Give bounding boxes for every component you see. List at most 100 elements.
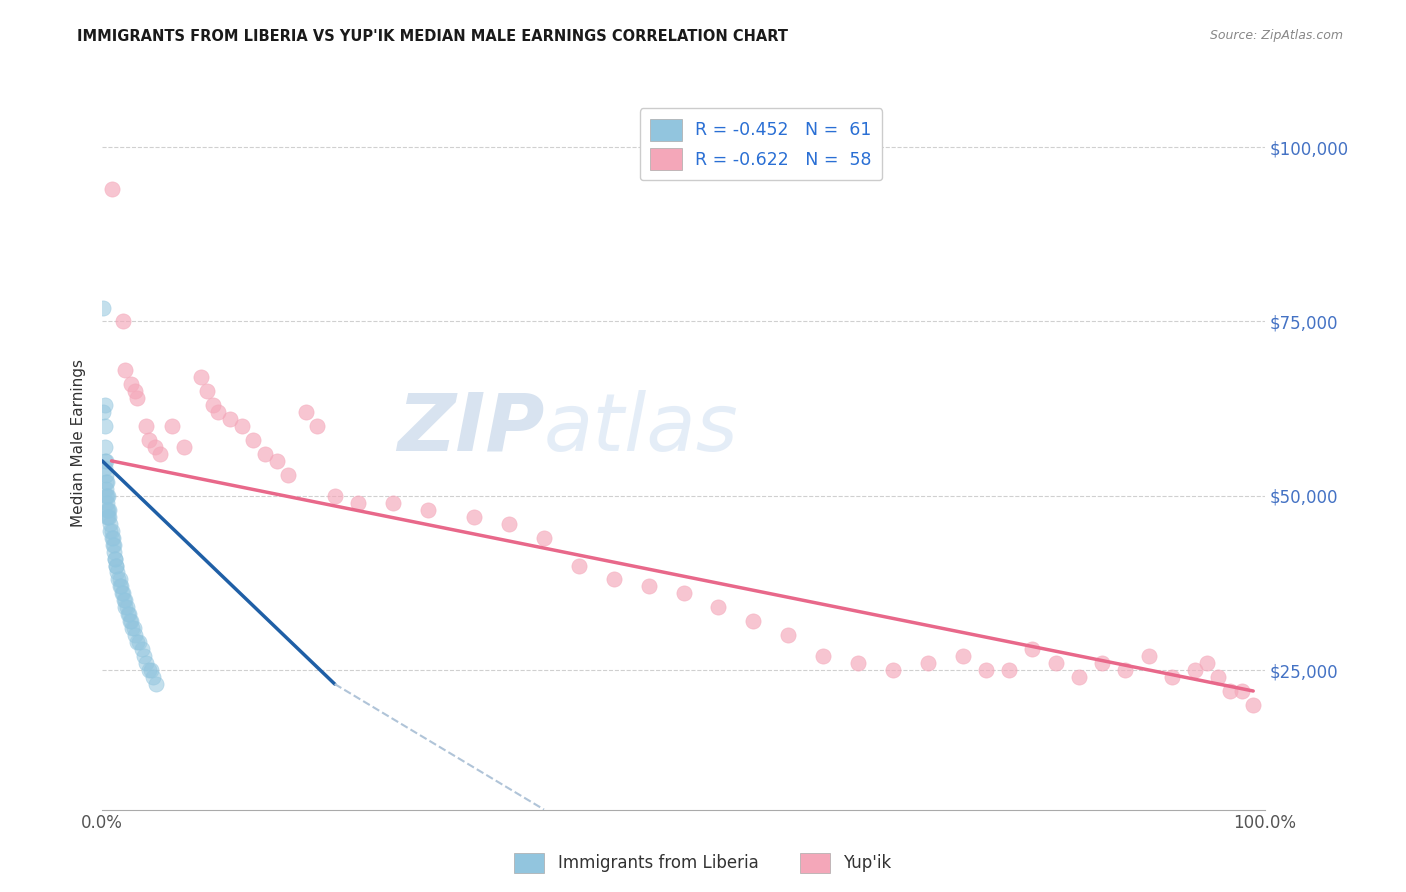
- Point: [121, 621, 143, 635]
- Point: [93, 461, 115, 475]
- Point: [101, 531, 124, 545]
- Point: [97, 489, 120, 503]
- Point: [637, 579, 659, 593]
- Point: [100, 531, 122, 545]
- Point: [231, 419, 253, 434]
- Point: [568, 558, 591, 573]
- Point: [128, 635, 150, 649]
- Point: [98, 502, 121, 516]
- Point: [96, 509, 118, 524]
- Point: [120, 615, 142, 629]
- Point: [94, 467, 117, 482]
- Point: [98, 524, 121, 538]
- Point: [135, 656, 157, 670]
- Point: [207, 405, 229, 419]
- Point: [323, 489, 346, 503]
- Point: [149, 447, 172, 461]
- Point: [173, 440, 195, 454]
- Point: [124, 384, 146, 399]
- Y-axis label: Median Male Earnings: Median Male Earnings: [72, 359, 86, 527]
- Point: [1219, 684, 1241, 698]
- Point: [138, 433, 160, 447]
- Point: [96, 475, 118, 489]
- Point: [143, 440, 166, 454]
- Point: [1160, 670, 1182, 684]
- Point: [105, 566, 128, 580]
- Point: [122, 621, 145, 635]
- Point: [114, 600, 136, 615]
- Point: [1114, 663, 1136, 677]
- Point: [846, 656, 869, 670]
- Point: [132, 649, 155, 664]
- Point: [145, 677, 167, 691]
- Point: [94, 482, 117, 496]
- Point: [998, 663, 1021, 677]
- Point: [110, 579, 132, 593]
- Point: [96, 489, 118, 503]
- Point: [93, 301, 115, 315]
- Point: [347, 496, 370, 510]
- Point: [120, 615, 142, 629]
- Point: [103, 544, 125, 558]
- Point: [160, 419, 183, 434]
- Point: [882, 663, 904, 677]
- Point: [1045, 656, 1067, 670]
- Point: [707, 600, 730, 615]
- Point: [117, 607, 139, 622]
- Point: [127, 391, 149, 405]
- Point: [112, 593, 135, 607]
- Point: [107, 573, 129, 587]
- Point: [1184, 663, 1206, 677]
- Point: [96, 502, 118, 516]
- Point: [124, 628, 146, 642]
- Point: [242, 433, 264, 447]
- Point: [118, 607, 141, 622]
- Point: [142, 670, 165, 684]
- Point: [93, 454, 115, 468]
- Point: [98, 516, 121, 531]
- Point: [103, 538, 125, 552]
- Text: Source: ZipAtlas.com: Source: ZipAtlas.com: [1209, 29, 1343, 42]
- Legend: R = -0.452   N =  61, R = -0.622   N =  58: R = -0.452 N = 61, R = -0.622 N = 58: [640, 108, 883, 180]
- Point: [498, 516, 520, 531]
- Point: [93, 440, 115, 454]
- Point: [277, 467, 299, 482]
- Point: [94, 454, 117, 468]
- Point: [672, 586, 695, 600]
- Point: [138, 663, 160, 677]
- Text: atlas: atlas: [544, 390, 738, 467]
- Point: [111, 586, 134, 600]
- Point: [195, 384, 218, 399]
- Text: ZIP: ZIP: [396, 390, 544, 467]
- Point: [112, 314, 135, 328]
- Point: [112, 586, 135, 600]
- Point: [108, 573, 131, 587]
- Point: [98, 509, 121, 524]
- Point: [135, 419, 157, 434]
- Point: [463, 509, 485, 524]
- Legend: Immigrants from Liberia, Yup'ik: Immigrants from Liberia, Yup'ik: [508, 847, 898, 880]
- Point: [131, 642, 153, 657]
- Point: [1230, 684, 1253, 698]
- Point: [105, 558, 128, 573]
- Point: [1067, 670, 1090, 684]
- Point: [94, 475, 117, 489]
- Point: [381, 496, 404, 510]
- Point: [266, 454, 288, 468]
- Point: [93, 419, 115, 434]
- Point: [811, 649, 834, 664]
- Point: [1195, 656, 1218, 670]
- Point: [778, 628, 800, 642]
- Point: [307, 419, 329, 434]
- Point: [94, 489, 117, 503]
- Point: [104, 551, 127, 566]
- Point: [93, 405, 115, 419]
- Text: IMMIGRANTS FROM LIBERIA VS YUP'IK MEDIAN MALE EARNINGS CORRELATION CHART: IMMIGRANTS FROM LIBERIA VS YUP'IK MEDIAN…: [77, 29, 789, 44]
- Point: [1208, 670, 1230, 684]
- Point: [294, 405, 316, 419]
- Point: [100, 182, 122, 196]
- Point: [120, 377, 142, 392]
- Point: [115, 600, 138, 615]
- Point: [603, 573, 626, 587]
- Point: [114, 363, 136, 377]
